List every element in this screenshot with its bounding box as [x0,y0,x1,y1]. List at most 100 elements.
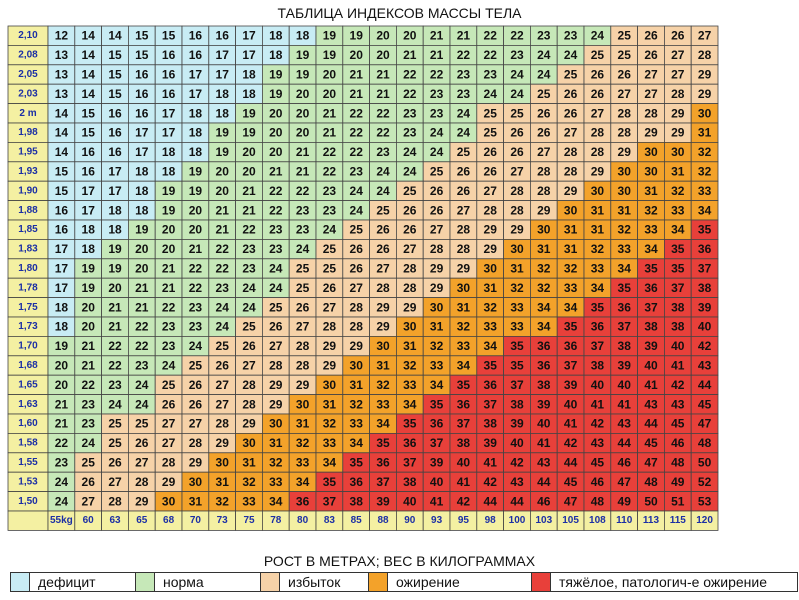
bmi-value: 15 [55,184,69,198]
bmi-value: 51 [671,494,685,508]
bmi-value: 31 [269,436,283,450]
bmi-value: 24 [242,300,256,314]
bmi-value: 17 [242,48,256,62]
bmi-value: 24 [296,242,310,256]
bmi-value: 29 [671,106,685,120]
bmi-value: 26 [591,68,605,82]
bmi-value: 18 [216,106,230,120]
bmi-value: 28 [189,436,203,450]
bmi-value: 38 [671,320,685,334]
bmi-value: 35 [591,300,605,314]
bmi-value: 44 [510,494,524,508]
bmi-value: 21 [82,359,96,373]
bmi-value: 25 [403,184,417,198]
bmi-value: 30 [403,320,417,334]
bmi-value: 24 [82,436,96,450]
bmi-value: 22 [242,223,256,237]
bmi-value: 37 [403,456,417,470]
bmi-value: 41 [644,378,658,392]
bmi-value: 22 [216,242,230,256]
bmi-value: 35 [618,281,632,295]
bmi-value: 43 [591,436,605,450]
bmi-value: 37 [484,397,498,411]
bmi-value: 27 [591,106,605,120]
bmi-value: 24 [350,203,364,217]
bmi-value: 19 [216,126,230,140]
bmi-value: 32 [269,456,283,470]
bmi-value: 32 [296,436,310,450]
bmi-value: 22 [484,48,498,62]
bmi-value: 14 [82,68,96,82]
bmi-value: 16 [135,68,149,82]
bmi-value: 35 [671,242,685,256]
bmi-value: 25 [457,145,471,159]
column-label: 120 [696,515,713,526]
bmi-value: 35 [510,359,524,373]
bmi-value: 22 [55,436,69,450]
bmi-value: 37 [510,378,524,392]
bmi-value: 29 [484,242,498,256]
bmi-value: 17 [162,106,176,120]
bmi-value: 29 [296,378,310,392]
bmi-value: 25 [618,29,632,43]
bmi-value: 28 [296,339,310,353]
bmi-value: 38 [403,475,417,489]
bmi-value: 18 [189,106,203,120]
column-label: 75 [243,515,255,526]
bmi-value: 20 [242,165,256,179]
bmi-value: 34 [403,397,417,411]
bmi-value: 34 [484,339,498,353]
bmi-value: 17 [108,165,122,179]
bmi-value: 23 [242,242,256,256]
bmi-value: 24 [216,320,230,334]
bmi-value: 16 [55,203,69,217]
bmi-value: 22 [189,281,203,295]
bmi-value: 35 [350,456,364,470]
bmi-value: 18 [242,68,256,82]
bmi-value: 22 [135,320,149,334]
bmi-value: 27 [671,48,685,62]
column-label: 90 [404,515,416,526]
bmi-value: 22 [403,68,417,82]
bmi-value: 16 [108,106,122,120]
column-label: 105 [562,515,579,526]
bmi-value: 38 [350,494,364,508]
bmi-value: 33 [510,320,524,334]
legend-item-norm: норма [135,572,272,594]
bmi-value: 19 [108,262,122,276]
bmi-value: 30 [269,417,283,431]
bmi-value: 22 [457,48,471,62]
bmi-value: 25 [323,242,337,256]
bmi-value: 31 [564,223,578,237]
bmi-value: 31 [350,378,364,392]
bmi-value: 24 [403,165,417,179]
bmi-value: 41 [618,397,632,411]
bmi-value: 32 [376,378,390,392]
bmi-value: 29 [671,126,685,140]
bmi-value: 24 [55,494,69,508]
bmi-value: 36 [537,359,551,373]
bmi-value: 33 [618,242,632,256]
bmi-value: 25 [591,48,605,62]
row-label: 1,50 [18,496,38,507]
bmi-value: 49 [618,494,632,508]
bmi-value: 35 [323,475,337,489]
bmi-value: 32 [618,223,632,237]
bmi-value: 30 [484,262,498,276]
bmi-value: 31 [698,126,712,140]
row-label: 1,58 [18,438,38,449]
bmi-value: 29 [430,281,444,295]
bmi-value: 37 [698,262,712,276]
bmi-value: 41 [671,359,685,373]
row-label: 1,80 [18,263,38,274]
bmi-value: 27 [644,68,658,82]
bmi-value: 36 [484,378,498,392]
bmi-value: 23 [430,106,444,120]
bmi-value: 24 [323,223,337,237]
bmi-value: 19 [269,68,283,82]
bmi-value: 22 [296,184,310,198]
bmi-value: 24 [591,29,605,43]
bmi-value: 30 [376,339,390,353]
bmi-value: 20 [403,29,417,43]
bmi-value: 28 [296,359,310,373]
